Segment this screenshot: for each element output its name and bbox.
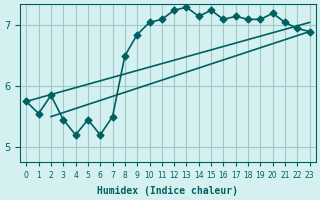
X-axis label: Humidex (Indice chaleur): Humidex (Indice chaleur) <box>98 186 238 196</box>
